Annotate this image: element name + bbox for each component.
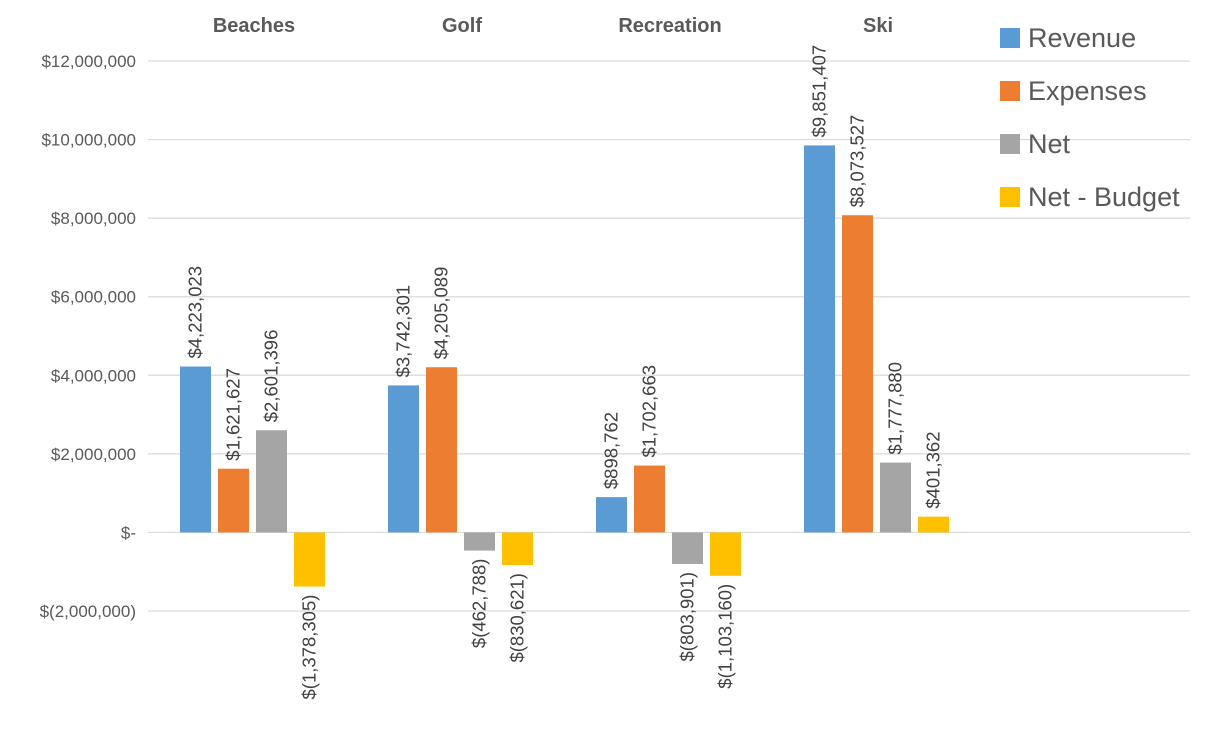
data-label: $(1,103,160) bbox=[715, 584, 736, 689]
category-label: Golf bbox=[442, 15, 482, 37]
data-label: $3,742,301 bbox=[393, 285, 414, 378]
bar bbox=[710, 532, 741, 576]
bar bbox=[804, 145, 835, 533]
y-tick-label: $10,000,000 bbox=[41, 131, 136, 150]
bar bbox=[218, 468, 249, 533]
bar bbox=[596, 497, 627, 533]
legend-label: Revenue bbox=[1028, 23, 1136, 53]
data-label: $(462,788) bbox=[469, 559, 490, 648]
data-label: $2,601,396 bbox=[261, 330, 282, 423]
data-label: $(1,378,305) bbox=[299, 595, 320, 700]
category-label: Recreation bbox=[618, 15, 721, 37]
bar bbox=[918, 516, 949, 533]
bar bbox=[502, 532, 533, 566]
data-label: $1,702,663 bbox=[639, 365, 660, 458]
bar bbox=[880, 462, 911, 533]
bar bbox=[388, 385, 419, 533]
y-tick-label: $4,000,000 bbox=[51, 366, 136, 385]
bar bbox=[426, 367, 457, 533]
y-tick-label: $6,000,000 bbox=[51, 288, 136, 307]
data-label: $401,362 bbox=[923, 431, 944, 508]
data-label: $8,073,527 bbox=[847, 115, 868, 208]
bar bbox=[842, 215, 873, 533]
data-label: $4,205,089 bbox=[431, 267, 452, 360]
bar bbox=[294, 532, 325, 587]
bar bbox=[256, 430, 287, 533]
legend-label: Net bbox=[1028, 129, 1071, 159]
data-label: $1,777,880 bbox=[885, 362, 906, 455]
data-label: $898,762 bbox=[601, 412, 622, 489]
bar bbox=[180, 366, 211, 533]
data-label: $(830,621) bbox=[507, 573, 528, 662]
legend-swatch bbox=[1000, 187, 1020, 207]
legend-swatch bbox=[1000, 134, 1020, 154]
data-label: $(803,901) bbox=[677, 572, 698, 661]
y-tick-label: $12,000,000 bbox=[41, 52, 136, 71]
legend-swatch bbox=[1000, 81, 1020, 101]
y-tick-label: $- bbox=[121, 523, 136, 542]
bar bbox=[634, 465, 665, 533]
bar bbox=[672, 532, 703, 565]
data-label: $1,621,627 bbox=[223, 368, 244, 461]
legend-label: Expenses bbox=[1028, 76, 1147, 106]
category-label: Beaches bbox=[213, 15, 295, 37]
y-tick-label: $(2,000,000) bbox=[40, 602, 136, 621]
data-label: $4,223,023 bbox=[185, 266, 206, 359]
data-label: $9,851,407 bbox=[809, 45, 830, 138]
bar bbox=[464, 532, 495, 551]
legend-label: Net - Budget bbox=[1028, 182, 1180, 212]
legend-swatch bbox=[1000, 28, 1020, 48]
y-tick-label: $2,000,000 bbox=[51, 445, 136, 464]
y-tick-label: $8,000,000 bbox=[51, 209, 136, 228]
category-label: Ski bbox=[863, 15, 893, 37]
